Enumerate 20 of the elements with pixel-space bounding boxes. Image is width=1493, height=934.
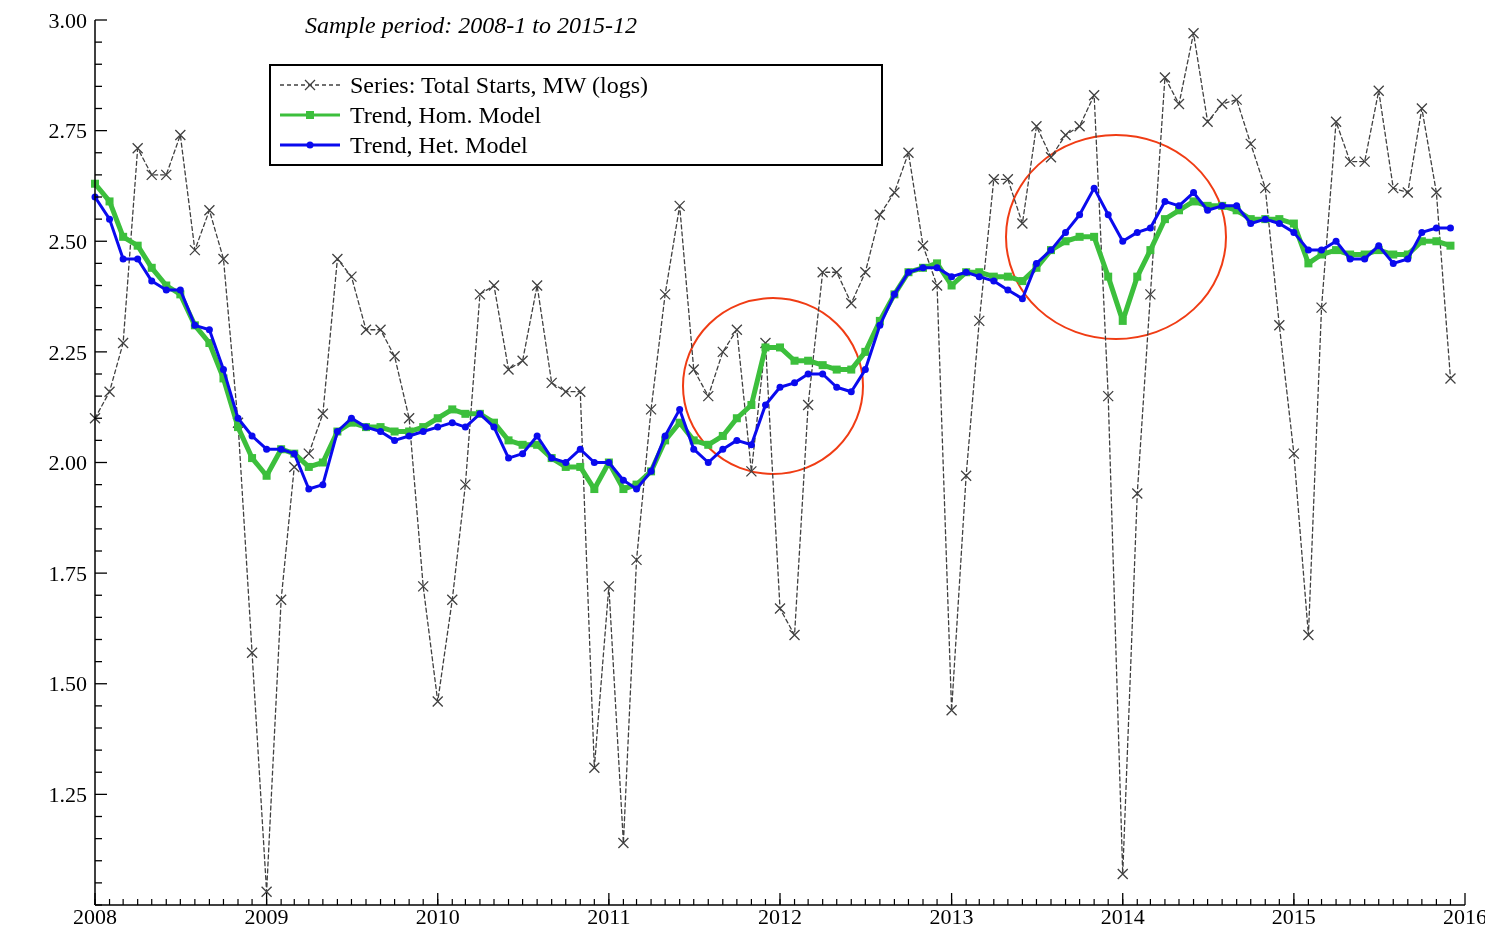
legend-label: Trend, Hom. Model — [350, 102, 542, 129]
legend-label: Trend, Het. Model — [350, 132, 529, 159]
x-tick-label: 2009 — [244, 904, 289, 929]
y-tick-label: 1.25 — [48, 782, 87, 808]
x-tick-label: 2008 — [73, 904, 117, 929]
y-tick-label: 1.50 — [48, 671, 87, 697]
legend-label: Series: Total Starts, MW (logs) — [350, 72, 649, 99]
y-tick-label: 2.00 — [48, 450, 87, 476]
x-tick-label: 2011 — [587, 904, 631, 929]
x-tick-label: 2010 — [415, 904, 460, 929]
x-tick-label: 2015 — [1271, 904, 1316, 929]
x-tick-label: 2013 — [929, 904, 974, 929]
x-tick-label: 2012 — [758, 904, 802, 929]
y-tick-label: 1.75 — [48, 560, 87, 586]
chart-title: Sample period: 2008-1 to 2015-12 — [305, 12, 637, 38]
x-tick-label: 2014 — [1100, 904, 1145, 929]
y-tick-label: 3.00 — [48, 7, 87, 33]
y-tick-label: 2.50 — [48, 228, 87, 254]
y-tick-label: 2.25 — [48, 339, 87, 365]
y-tick-label: 2.75 — [48, 118, 87, 144]
